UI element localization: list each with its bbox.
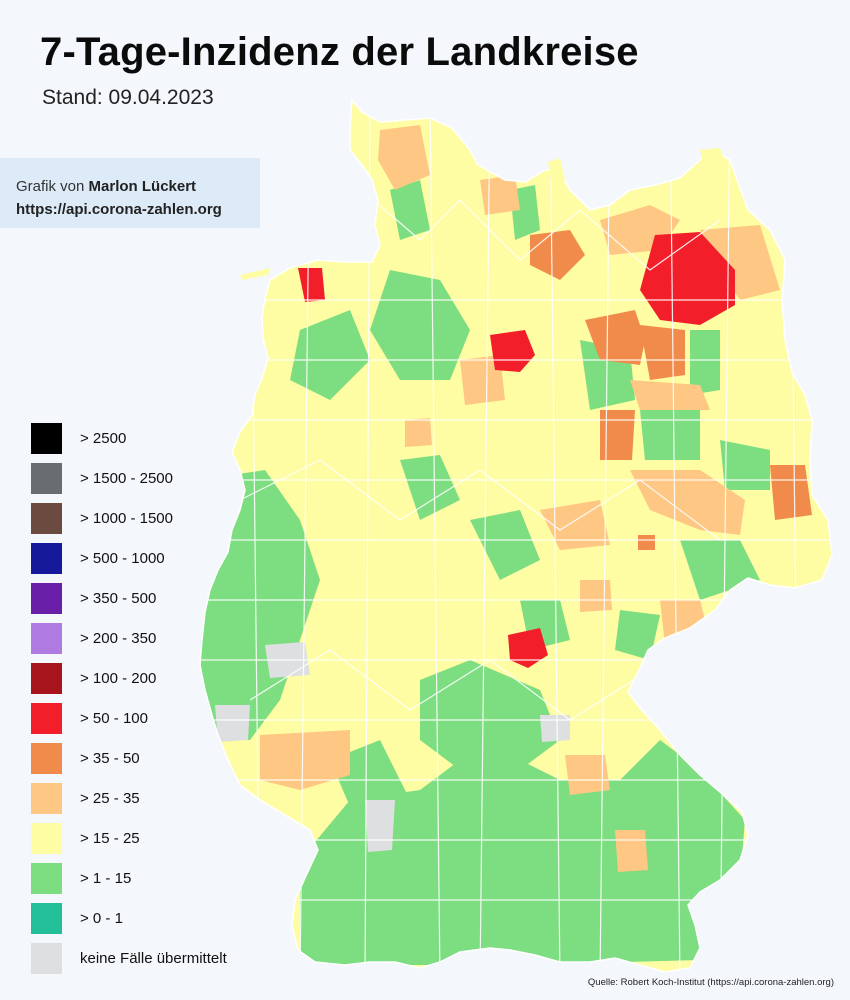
legend-item: > 350 - 500 <box>31 578 227 618</box>
credit-line: Grafik von Marlon Lückert <box>16 175 260 198</box>
legend-item: > 15 - 25 <box>31 818 227 858</box>
legend-swatch <box>31 702 62 734</box>
legend-item: > 100 - 200 <box>31 658 227 698</box>
legend-label: > 0 - 1 <box>80 909 123 927</box>
legend-swatch <box>31 542 62 574</box>
legend-swatch <box>31 782 62 814</box>
credit-url-text: https://api.corona-zahlen.org <box>16 201 222 218</box>
legend-item: > 1500 - 2500 <box>31 458 227 498</box>
legend-label: > 2500 <box>80 429 127 447</box>
district-regions <box>200 100 832 972</box>
legend-label: > 100 - 200 <box>80 669 157 687</box>
legend-label: > 1000 - 1500 <box>80 509 173 527</box>
legend-item: > 25 - 35 <box>31 778 227 818</box>
legend-swatch <box>31 942 62 974</box>
legend-swatch <box>31 462 62 494</box>
legend-item: > 1000 - 1500 <box>31 498 227 538</box>
legend-swatch <box>31 502 62 534</box>
legend-label: > 500 - 1000 <box>80 549 165 567</box>
legend-item: keine Fälle übermittelt <box>31 938 227 978</box>
legend-item: > 2500 <box>31 418 227 458</box>
credit-url: https://api.corona-zahlen.org <box>16 198 260 221</box>
fehmarn-island <box>548 158 565 185</box>
legend-label: > 15 - 25 <box>80 829 140 847</box>
legend-swatch <box>31 742 62 774</box>
legend-item: > 50 - 100 <box>31 698 227 738</box>
legend-label: > 1500 - 2500 <box>80 469 173 487</box>
legend-item: > 0 - 1 <box>31 898 227 938</box>
legend-label: > 1 - 15 <box>80 869 132 887</box>
legend-item: > 200 - 350 <box>31 618 227 658</box>
legend-label: > 50 - 100 <box>80 709 148 727</box>
legend-label: keine Fälle übermittelt <box>80 949 227 967</box>
legend-swatch <box>31 902 62 934</box>
legend-label: > 200 - 350 <box>80 629 157 647</box>
source-note: Quelle: Robert Koch-Institut (https://ap… <box>587 977 834 988</box>
legend-item: > 500 - 1000 <box>31 538 227 578</box>
legend-label: > 35 - 50 <box>80 749 140 767</box>
legend-swatch <box>31 582 62 614</box>
map-subtitle: Stand: 09.04.2023 <box>42 86 214 109</box>
legend-swatch <box>31 822 62 854</box>
ruegen-island <box>700 148 728 172</box>
legend-swatch <box>31 862 62 894</box>
legend-label: > 350 - 500 <box>80 589 157 607</box>
map-title: 7-Tage-Inzidenz der Landkreise <box>40 30 639 74</box>
credit-author: Marlon Lückert <box>88 178 197 195</box>
legend-item: > 1 - 15 <box>31 858 227 898</box>
legend-swatch <box>31 662 62 694</box>
legend-item: > 35 - 50 <box>31 738 227 778</box>
legend-label: > 25 - 35 <box>80 789 140 807</box>
legend-swatch <box>31 422 62 454</box>
legend-swatch <box>31 622 62 654</box>
east-frisian-islands <box>240 268 270 280</box>
credit-box: Grafik von Marlon Lückert https://api.co… <box>0 158 260 228</box>
credit-prefix: Grafik von <box>16 178 89 195</box>
legend: > 2500 > 1500 - 2500 > 1000 - 1500 > 500 - … <box>31 418 227 978</box>
